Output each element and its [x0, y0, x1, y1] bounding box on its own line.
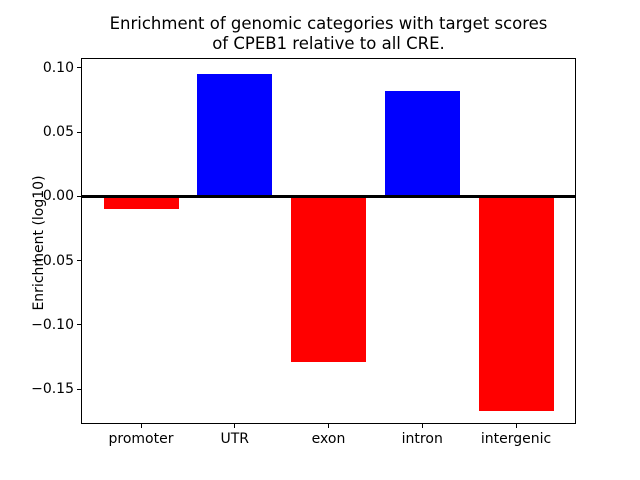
x-tick-mark [515, 424, 517, 428]
y-tick-mark [77, 131, 81, 133]
x-tick-mark [140, 424, 142, 428]
x-tick-mark [328, 424, 329, 428]
x-tick-label-exon: exon [311, 431, 346, 447]
y-tick-mark [77, 260, 81, 262]
zero-line [81, 194, 576, 198]
x-tick-label-intergenic: intergenic [480, 431, 552, 447]
bar-intergenic [478, 196, 554, 412]
x-tick-mark [421, 424, 423, 428]
bar-intron [384, 90, 460, 197]
x-tick-mark [234, 424, 236, 428]
x-tick-label-UTR: UTR [220, 431, 250, 447]
y-tick-label: −0.10 [31, 316, 74, 333]
y-tick-mark [77, 195, 81, 197]
chart-title: Enrichment of genomic categories with ta… [109, 14, 548, 53]
y-tick-label: 0.10 [42, 59, 74, 76]
y-tick-label: −0.15 [31, 381, 74, 398]
y-tick-mark [77, 324, 81, 326]
y-tick-mark [77, 67, 81, 69]
y-tick-label: −0.05 [31, 252, 74, 269]
bar-UTR [197, 74, 273, 197]
bar-exon [291, 196, 366, 363]
y-tick-label: 0.05 [42, 124, 74, 141]
x-tick-label-promoter: promoter [108, 431, 174, 447]
y-tick-mark [77, 388, 81, 390]
bar-promoter [103, 196, 179, 210]
y-tick-label: 0.00 [42, 188, 74, 205]
x-tick-label-intron: intron [401, 431, 443, 447]
